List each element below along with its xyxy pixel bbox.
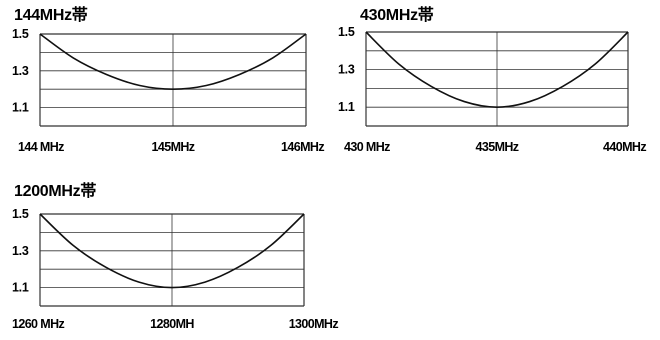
x-tick-label: 145MHz	[152, 140, 195, 154]
y-tick-label: 1.3	[12, 244, 29, 258]
x-tick-label: 1260 MHz	[12, 317, 65, 331]
x-tick-label: 440MHz	[603, 140, 646, 154]
x-tick-label: 430 MHz	[344, 140, 390, 154]
y-tick-label: 1.1	[12, 101, 29, 115]
x-tick-label: 144 MHz	[18, 140, 64, 154]
chart-title: 144MHz帯	[14, 5, 88, 24]
y-tick-label: 1.5	[12, 207, 29, 221]
x-tick-label: 435MHz	[476, 140, 519, 154]
y-tick-label: 1.1	[12, 281, 29, 295]
chart-title: 430MHz帯	[360, 5, 434, 24]
y-tick-label: 1.3	[12, 64, 29, 78]
y-tick-label: 1.1	[338, 100, 355, 114]
x-tick-label: 146MHz	[281, 140, 324, 154]
y-tick-label: 1.5	[338, 25, 355, 39]
x-tick-label: 1280MH	[150, 317, 194, 331]
y-tick-label: 1.3	[338, 63, 355, 77]
chart-title: 1200MHz帯	[14, 181, 96, 200]
x-tick-label: 1300MHz	[289, 317, 339, 331]
chart-svg-430mhz: 430MHz帯 1.5 1.3 1.1 430 MHz 435MHz 440MHz	[330, 0, 650, 160]
y-tick-label: 1.5	[12, 27, 29, 41]
